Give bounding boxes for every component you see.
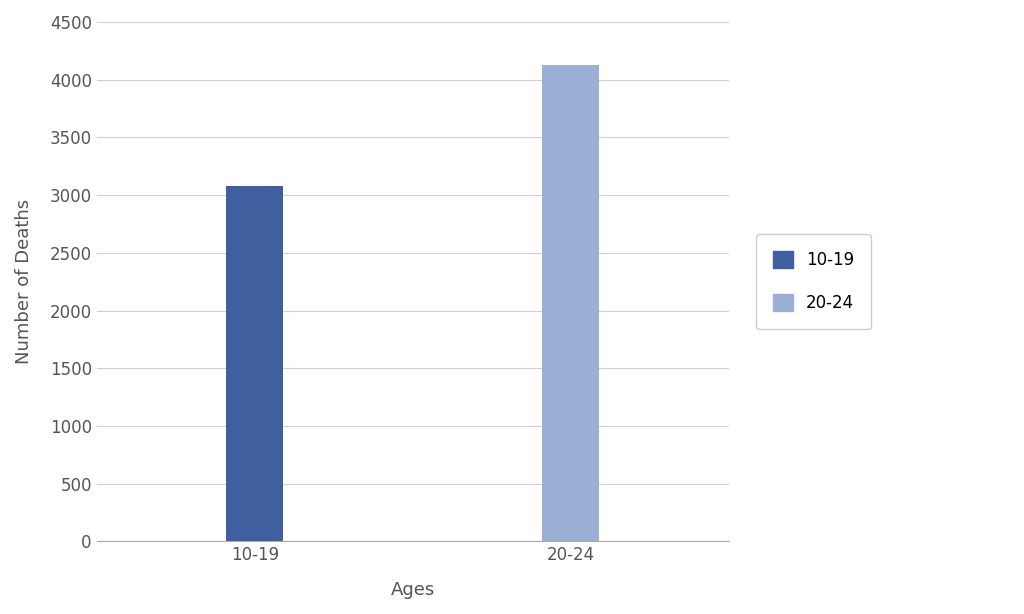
Legend: 10-19, 20-24: 10-19, 20-24: [757, 235, 871, 329]
X-axis label: Ages: Ages: [391, 581, 435, 599]
Y-axis label: Number of Deaths: Number of Deaths: [15, 199, 33, 364]
Bar: [226, 186, 284, 542]
Bar: [543, 64, 599, 542]
